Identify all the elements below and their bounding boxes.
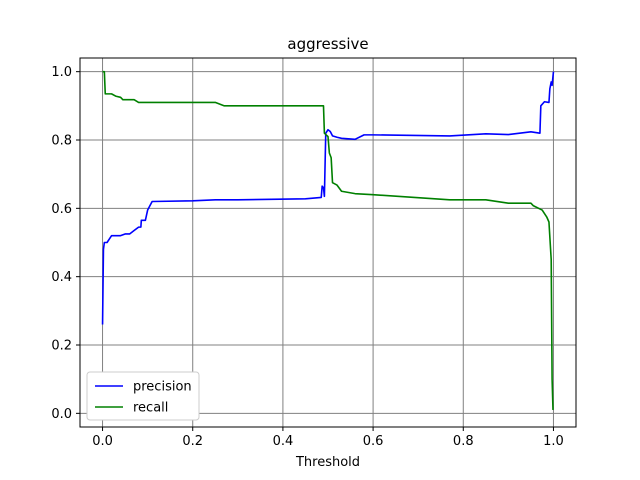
x-tick-label: 0.2: [182, 434, 203, 449]
x-tick-label: 0.6: [363, 434, 384, 449]
y-tick-label: 0.4: [51, 270, 72, 285]
x-tick-label: 1.0: [543, 434, 564, 449]
series-line-recall: [102, 70, 554, 410]
y-tick-label: 0.0: [51, 407, 72, 422]
x-tick-label: 0.8: [453, 434, 474, 449]
plot-frame: [79, 57, 577, 428]
y-tick-label: 0.2: [51, 339, 72, 354]
legend-box: [86, 371, 200, 421]
x-tick-label: 0.0: [92, 434, 113, 449]
axis-ticks: 0.0 0.2 0.4 0.6 0.8 1.0 0.0 0.2 0.4 0.6 0.8 1.0: [51, 65, 563, 449]
series-line-precision: [101, 71, 555, 325]
legend-label-recall: recall: [133, 401, 168, 416]
legend-label-precision: precision: [133, 380, 192, 395]
x-tick-label: 0.4: [273, 434, 294, 449]
series-lines: [101, 70, 555, 410]
x-axis-label: Threshold: [295, 455, 360, 470]
y-tick-label: 1.0: [51, 65, 72, 80]
chart-title: aggressive: [287, 35, 368, 53]
legend: precision recall: [86, 371, 200, 421]
y-tick-label: 0.8: [51, 134, 72, 149]
y-tick-label: 0.6: [51, 202, 72, 217]
